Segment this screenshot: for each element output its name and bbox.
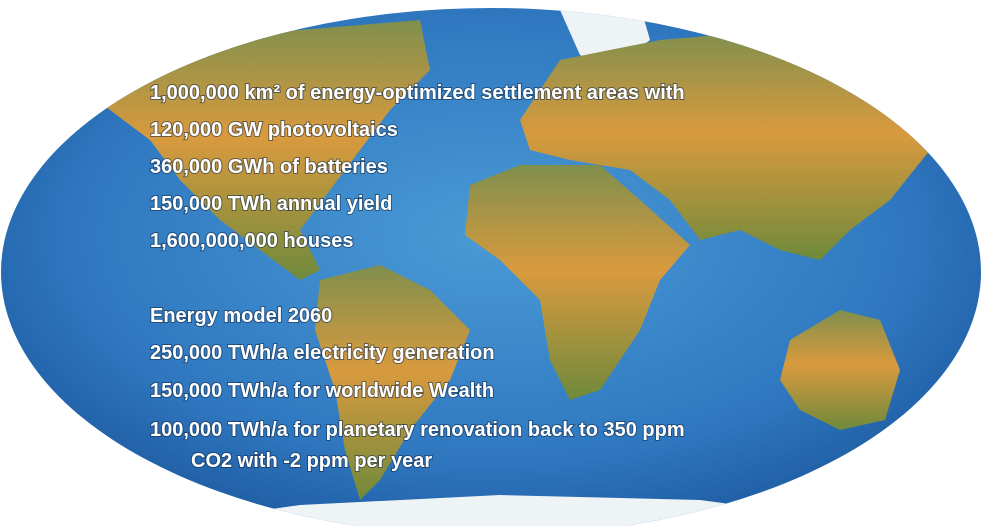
text-line: CO2 with -2 ppm per year xyxy=(191,450,432,472)
text-line: 1,000,000 km² of energy-optimized settle… xyxy=(150,82,685,104)
text-line: 150,000 TWh/a for worldwide Wealth xyxy=(150,380,494,402)
text-line: 100,000 TWh/a for planetary renovation b… xyxy=(150,419,685,441)
text-line: 150,000 TWh annual yield xyxy=(150,193,392,215)
ocean xyxy=(0,0,983,526)
text-line: 250,000 TWh/a electricity generation xyxy=(150,342,495,364)
text-line: 1,600,000,000 houses xyxy=(150,230,353,252)
text-line: 120,000 GW photovoltaics xyxy=(150,119,398,141)
page: 1,000,000 km² of energy-optimized settle… xyxy=(0,0,983,526)
map-scene: 1,000,000 km² of energy-optimized settle… xyxy=(0,0,983,526)
text-line: 360,000 GWh of batteries xyxy=(150,156,388,178)
world-map xyxy=(0,0,983,526)
text-line: Energy model 2060 xyxy=(150,305,332,327)
